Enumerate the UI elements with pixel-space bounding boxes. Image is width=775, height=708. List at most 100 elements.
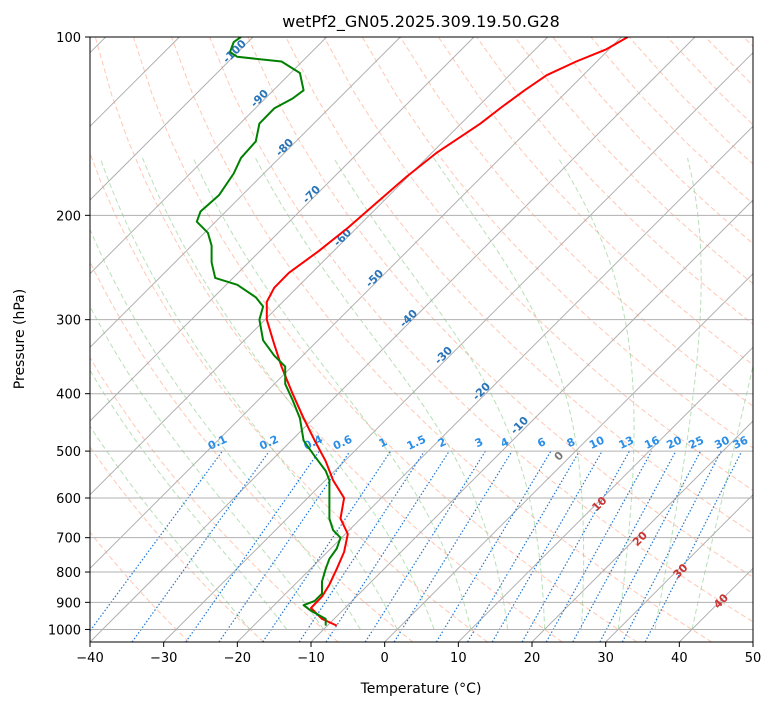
x-tick-label: 0 xyxy=(381,651,389,666)
y-tick-label: 300 xyxy=(56,314,81,329)
dry-adiabat-line xyxy=(552,37,753,245)
pressure-gridlines xyxy=(90,37,753,630)
wet-bulb-label: -70 xyxy=(300,183,323,206)
mixing-ratio-label: 10 xyxy=(587,433,607,451)
y-axis-label: Pressure (hPa) xyxy=(12,289,28,389)
x-tick-label: 30 xyxy=(597,651,614,666)
moist-adiabat-line xyxy=(90,425,251,630)
freezing-label: 20 xyxy=(630,529,650,549)
chart-title: wetPf2_GN05.2025.309.19.50.G28 xyxy=(282,12,560,32)
y-tick-label: 800 xyxy=(56,566,81,581)
mixing-ratio-line xyxy=(644,450,743,642)
y-tick-label: 100 xyxy=(56,31,81,46)
dry-adiabat-line xyxy=(94,37,563,642)
isotherm-line xyxy=(163,51,753,642)
y-axis-ticks: 100 200 300 400 500 600 700 800 900 1000 xyxy=(48,31,90,638)
isotherm-line xyxy=(310,199,753,642)
dry-adiabat-line xyxy=(171,37,712,642)
dry-adiabat-line xyxy=(132,37,638,642)
mixing-ratio-line xyxy=(599,450,702,642)
x-tick-label: −30 xyxy=(150,651,177,666)
isotherm-line xyxy=(384,272,753,642)
mixing-ratio-label: 0.6 xyxy=(331,433,354,453)
mixing-ratio-line xyxy=(364,450,486,642)
mixing-ratio-label: 20 xyxy=(664,433,684,451)
y-tick-label: 700 xyxy=(56,532,81,547)
mixing-ratio-label: 1 xyxy=(377,435,389,450)
wet-bulb-label: -90 xyxy=(248,87,271,110)
y-tick-label: 500 xyxy=(56,445,81,460)
dry-adiabat-line xyxy=(90,260,414,642)
mixing-ratio-label: 36 xyxy=(731,433,751,451)
moist-adiabat-line xyxy=(142,157,435,630)
wet-bulb-label: -80 xyxy=(273,136,296,159)
isotherm-line xyxy=(752,641,753,642)
mixing-ratio-line xyxy=(572,450,677,642)
isotherm-line xyxy=(90,37,401,349)
isotherm-line xyxy=(531,420,753,642)
mixing-ratio-label: 25 xyxy=(687,434,706,452)
y-tick-label: 400 xyxy=(56,388,81,403)
dry-adiabat-line xyxy=(743,37,753,47)
mixing-ratio-line xyxy=(621,450,722,642)
x-axis-label: Temperature (°C) xyxy=(360,681,482,697)
isotherm-line xyxy=(90,37,254,201)
dry-adiabat-line xyxy=(437,37,753,366)
isotherm-line xyxy=(457,346,753,642)
isotherm-line xyxy=(90,37,328,275)
mixing-ratio-line xyxy=(325,450,450,642)
x-tick-label: 50 xyxy=(745,651,762,666)
y-tick-label: 1000 xyxy=(48,623,81,638)
dry-adiabat-line xyxy=(323,37,753,491)
mixing-ratio-line xyxy=(545,450,653,642)
wet-bulb-labels: -100-90-80-70-60-50-40-30-20-10 xyxy=(220,37,531,437)
isotherm-line xyxy=(90,37,696,642)
y-tick-label: 200 xyxy=(56,209,81,224)
dry-adiabat-line xyxy=(666,37,753,126)
mixing-ratio-line xyxy=(90,450,223,632)
x-tick-label: −10 xyxy=(297,651,324,666)
mixing-ratio-label: 16 xyxy=(642,433,662,451)
mixing-ratio-line xyxy=(262,450,392,642)
mixing-ratio-label: 6 xyxy=(535,435,548,450)
dry-adiabat-line xyxy=(590,37,753,205)
dry-adiabat-line xyxy=(514,37,753,285)
dewpoint-profile-line xyxy=(195,37,342,626)
wet-bulb-label: -10 xyxy=(508,414,531,437)
profile-series xyxy=(195,37,629,627)
x-tick-label: 10 xyxy=(450,651,467,666)
dry-adiabat-line xyxy=(285,37,753,535)
x-tick-label: −20 xyxy=(224,651,251,666)
y-tick-label: 900 xyxy=(56,596,81,611)
mixing-ratio-line xyxy=(131,450,270,642)
dry-adiabat-line xyxy=(247,37,753,578)
freezing-label: 10 xyxy=(589,494,609,514)
wet-bulb-label: -20 xyxy=(470,380,493,403)
x-tick-label: 20 xyxy=(524,651,541,666)
mixing-ratio-labels: 0.1 0.2 0.4 0.6 1 1.5 2 3 4 6 8 10 13 16 20 25 30 36 xyxy=(206,433,751,453)
dry-adiabat-line xyxy=(90,151,488,642)
x-tick-label: −40 xyxy=(76,651,103,666)
mixing-ratio-line xyxy=(185,450,320,642)
plot-frame xyxy=(89,36,754,643)
mixing-ratio-line xyxy=(521,450,631,642)
dry-adiabat-line xyxy=(704,37,753,87)
isotherm-line xyxy=(90,37,475,422)
isotherm-line xyxy=(678,567,753,642)
mixing-ratio-line xyxy=(218,450,351,642)
isotherm-line xyxy=(90,37,549,496)
mixing-ratio-label: 1.5 xyxy=(405,433,428,453)
temperature-profile-line xyxy=(265,37,629,627)
x-tick-label: 40 xyxy=(671,651,688,666)
dry-adiabat-line xyxy=(90,531,190,642)
freezing-label: 40 xyxy=(711,591,731,611)
mixing-ratio-line xyxy=(393,450,513,642)
mixing-ratio-label: 4 xyxy=(499,435,512,450)
isotherm-line xyxy=(90,37,622,570)
moist-adiabat-line xyxy=(90,369,288,630)
background-lines xyxy=(90,37,753,642)
wet-bulb-label: -50 xyxy=(363,267,386,290)
mixing-ratio-line xyxy=(298,450,425,642)
